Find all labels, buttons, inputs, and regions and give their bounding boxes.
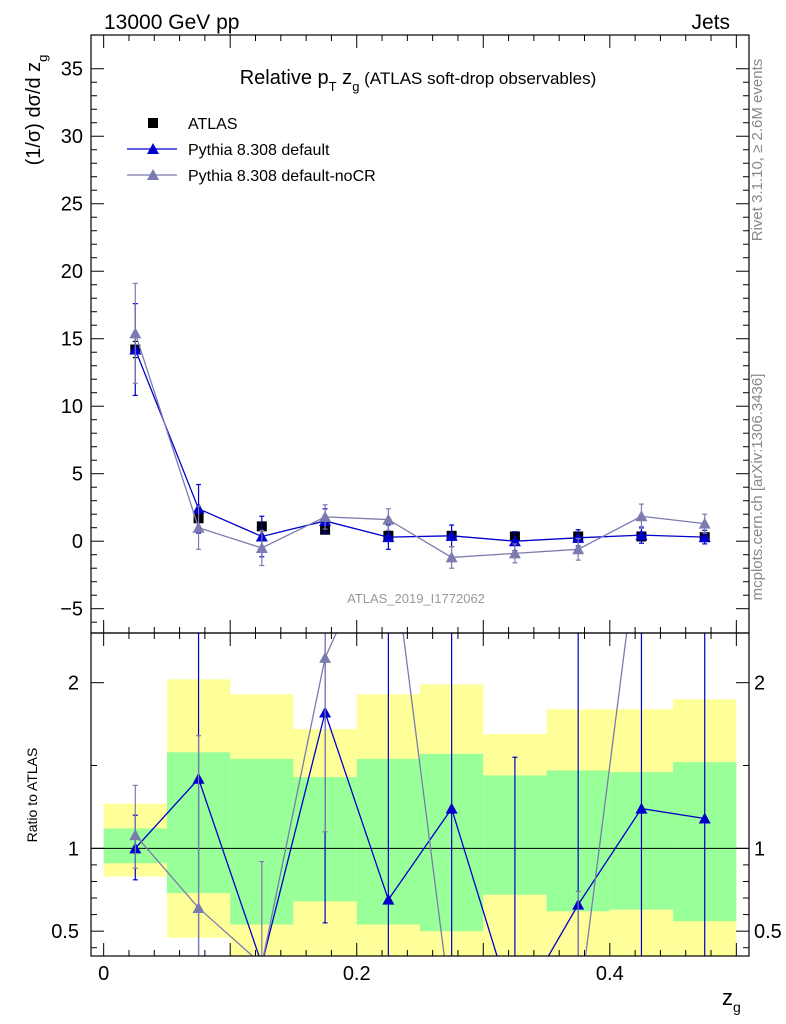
header-left: 13000 GeV pp [104, 11, 239, 34]
data-point-2 [192, 521, 205, 533]
ratio-ytick-label-right: 1 [754, 838, 765, 860]
top-ytick-label: 0 [72, 531, 83, 553]
ratio-point-1 [192, 901, 205, 913]
data-point-2 [319, 510, 332, 522]
legend-marker-default [147, 143, 159, 154]
data-point-2 [129, 327, 142, 339]
mcplots-label: mcplots.cern.ch [arXiv:1306.3436] [749, 374, 766, 601]
ratio-ytick-label-right: 2 [754, 673, 765, 695]
legend-label-nocr: Pythia 8.308 default-noCR [188, 168, 376, 185]
top-ytick-label: −5 [60, 599, 83, 621]
data-point-2 [508, 547, 521, 559]
top-axis: −5 0 5 10 15 20 25 30 35 [60, 35, 749, 633]
x-label-sub: g [733, 999, 741, 1015]
top-series [129, 282, 711, 569]
data-point-2 [382, 513, 395, 525]
top-ytick-label: 20 [61, 261, 83, 283]
data-point-2 [698, 517, 711, 529]
ratio-point-0 [382, 893, 395, 905]
data-point-1 [508, 535, 521, 547]
x-tick-label: 0.2 [343, 963, 371, 985]
data-point-1 [572, 531, 585, 543]
title-pre: Relative p [240, 67, 329, 89]
ratio-series [129, 633, 711, 956]
ratio-point-0 [445, 802, 458, 814]
x-tick-label: 0 [98, 963, 109, 985]
bottom-axis: 0.5 0.5 1 1 2 2 0 0.2 0.4 [51, 633, 782, 985]
top-ytick-label: 25 [61, 194, 83, 216]
ratio-ytick-label: 1 [68, 838, 79, 860]
top-ytick-label: 35 [61, 59, 83, 81]
title-sub1: T [329, 79, 337, 94]
ratio-point-1 [129, 829, 142, 841]
analysis-watermark: ATLAS_2019_I1772062 [347, 591, 485, 606]
x-tick-label: 0.4 [596, 963, 624, 985]
data-point-2 [572, 543, 585, 555]
data-point-1 [635, 529, 648, 541]
legend-label-atlas: ATLAS [188, 116, 238, 133]
ratio-ylabel: Ratio to ATLAS [24, 748, 40, 843]
data-point-2 [445, 551, 458, 563]
series-line-1 [134, 349, 705, 542]
title-mid: z [337, 67, 353, 89]
main-title: Relative pT zg (ATLAS soft-drop observab… [240, 67, 597, 94]
data-point-1 [382, 531, 395, 543]
top-ytick-label: 5 [72, 464, 83, 486]
top-ylabel-sub: g [35, 55, 50, 62]
header-right: Jets [691, 11, 730, 34]
data-point-2 [635, 510, 648, 522]
ratio-ytick-label-right: 0.5 [754, 921, 782, 943]
bottom-frame [90, 632, 750, 957]
top-ytick-label: 15 [61, 329, 83, 351]
ratio-line-0 [134, 710, 705, 956]
data-point-2 [255, 541, 268, 553]
title-post: (ATLAS soft-drop observables) [359, 69, 596, 88]
ratio-point-0 [698, 812, 711, 824]
legend: ATLAS Pythia 8.308 default Pythia 8.308 … [127, 116, 376, 185]
ratio-point-1 [319, 651, 332, 663]
top-ytick-label: 10 [61, 396, 83, 418]
x-axis-label: zg [722, 985, 741, 1015]
legend-marker-nocr [147, 169, 159, 180]
top-ylabel: (1/σ) dσ/d zg [23, 55, 50, 166]
ratio-ytick-label: 2 [68, 673, 79, 695]
title-sub2: g [352, 79, 359, 94]
top-ylabel-main: (1/σ) dσ/d z [23, 62, 45, 166]
top-ytick-label: 30 [61, 126, 83, 148]
ratio-line-1 [134, 633, 628, 956]
legend-label-default: Pythia 8.308 default [188, 142, 330, 159]
data-point-1 [698, 531, 711, 543]
ratio-point-0 [635, 802, 648, 814]
data-point-1 [445, 529, 458, 541]
ratio-ytick-label: 0.5 [51, 921, 79, 943]
series-line-2 [134, 333, 705, 559]
x-label-main: z [722, 985, 733, 1010]
rivet-label: Rivet 3.1.10, ≥ 2.6M events [749, 59, 766, 242]
legend-marker-atlas [148, 118, 158, 128]
